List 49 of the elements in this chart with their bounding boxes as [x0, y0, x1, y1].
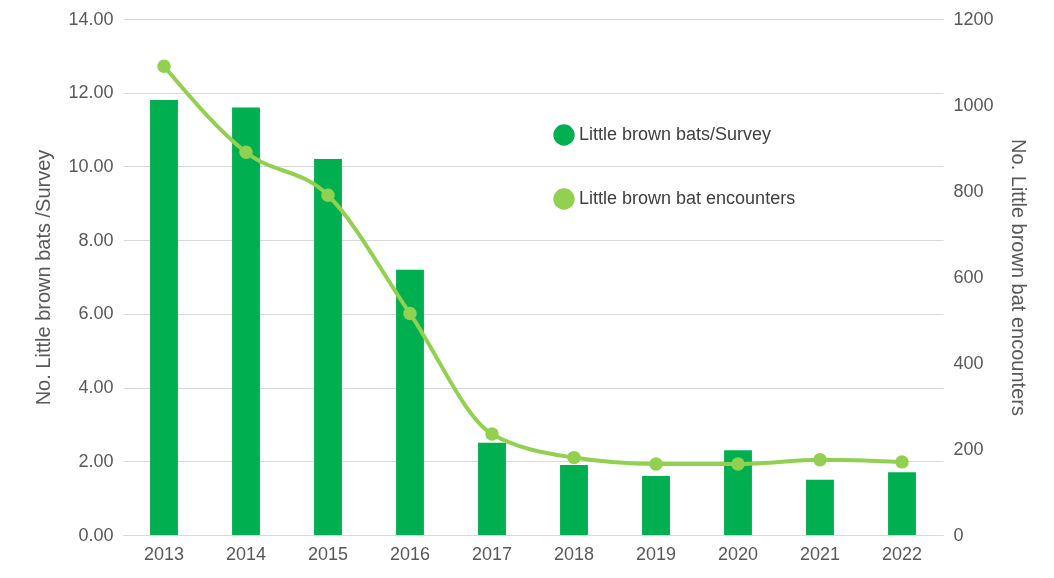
y-tick-label: 6.00 [78, 303, 114, 324]
y2-tick-label: 1200 [953, 8, 994, 29]
bar [888, 472, 916, 535]
bar [724, 450, 752, 535]
point [731, 457, 745, 471]
point [239, 145, 253, 159]
x-tick-label: 2018 [553, 543, 595, 564]
bar [314, 159, 342, 535]
y2-tick-label: 0 [953, 524, 964, 545]
y-tick-label: 14.00 [68, 8, 114, 29]
y-tick-label: 12.00 [68, 82, 114, 103]
x-tick-label: 2017 [471, 543, 513, 564]
x-tick-label: 2021 [799, 543, 841, 564]
x-tick-label: 2016 [389, 543, 431, 564]
bar [232, 107, 260, 535]
y2-tick-label: 200 [953, 438, 984, 459]
y-tick-label: 10.00 [68, 155, 114, 176]
y-tick-label: 2.00 [78, 450, 114, 471]
y2-axis-title: No. Little brown bat encounters [1007, 139, 1030, 416]
point [403, 306, 417, 321]
bar [642, 476, 670, 535]
point [813, 453, 827, 467]
x-tick-label: 2020 [717, 543, 759, 564]
point [895, 455, 909, 469]
x-tick-label: 2015 [307, 543, 349, 564]
point [157, 59, 171, 73]
bar [478, 442, 506, 535]
point [649, 457, 663, 471]
point [485, 427, 499, 441]
point [567, 450, 581, 465]
y-tick-label: 4.00 [78, 377, 114, 398]
y2-tick-label: 1000 [953, 94, 994, 115]
legend-label: Little brown bat encounters [579, 188, 796, 208]
bar [806, 479, 834, 535]
y2-tick-label: 600 [953, 266, 984, 287]
bar [560, 464, 588, 535]
bar [150, 100, 178, 535]
legend-label: Little brown bats/Survey [579, 124, 772, 144]
x-tick-label: 2013 [143, 543, 185, 564]
x-tick-label: 2019 [635, 543, 677, 564]
point [321, 188, 335, 202]
y-axis-title: No. Little brown bats /Survey [32, 149, 55, 406]
y2-tick-label: 400 [953, 352, 984, 373]
y-tick-label: 8.00 [78, 229, 114, 250]
x-tick-label: 2014 [225, 543, 267, 564]
y2-tick-label: 800 [953, 180, 984, 201]
bar [396, 269, 424, 535]
x-tick-label: 2022 [881, 543, 923, 564]
y-tick-label: 0.00 [78, 524, 114, 545]
